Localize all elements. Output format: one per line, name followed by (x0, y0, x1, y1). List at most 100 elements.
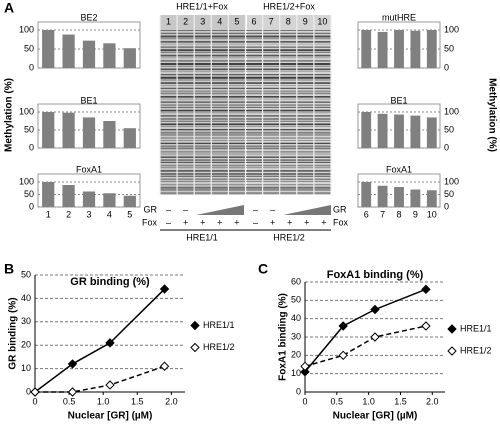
row-label: Fox (333, 217, 349, 227)
x-tick-label: 1 (46, 209, 51, 219)
row-label: GR (333, 204, 347, 214)
x-axis-label: Nuclear [GR] (µM) (333, 411, 418, 422)
lane-number: 5 (234, 16, 239, 26)
chart-title: BE1 (390, 95, 407, 105)
data-point (67, 359, 78, 369)
data-point (105, 380, 115, 390)
fox-mark: + (270, 217, 275, 227)
y-tick-label: 60 (291, 276, 301, 286)
bar (42, 112, 55, 148)
x-tick-label: 10 (427, 209, 437, 219)
bar (410, 115, 421, 148)
bar (377, 185, 388, 207)
bar (426, 30, 437, 68)
fox-mark: + (217, 217, 222, 227)
y-tick-label: 50 (24, 43, 34, 53)
chart-title: FoxA1 binding (%) (327, 269, 424, 281)
y-tick-label: 50 (24, 124, 34, 134)
gr-mark: – (270, 204, 275, 214)
panel-label: B (4, 261, 14, 277)
y-tick-label: 30 (21, 316, 31, 326)
x-tick-label: 3 (86, 209, 91, 219)
data-point (421, 321, 431, 331)
y-tick-label: 50 (444, 124, 454, 134)
bar (394, 114, 404, 148)
x-tick-label: 0.5 (331, 396, 344, 406)
lane-number: 7 (269, 16, 274, 26)
y-tick-label: 40 (291, 313, 301, 323)
bar (426, 190, 437, 207)
y-tick-label: 100 (19, 106, 34, 116)
gr-mark: – (183, 204, 188, 214)
fox-mark: + (200, 217, 205, 227)
x-tick-label: 1.0 (362, 396, 375, 406)
data-point (105, 338, 115, 348)
lane-number: 4 (217, 16, 222, 26)
chart-title: FoxA1 (386, 164, 412, 174)
bar (42, 182, 55, 207)
data-point (159, 361, 170, 371)
bar (62, 185, 75, 207)
lane-number: 3 (200, 16, 205, 26)
data-point (30, 387, 40, 397)
y-tick-label: 0 (444, 201, 449, 211)
gel-header: HRE1/1+Fox (176, 1, 228, 11)
y-tick-label: 50 (444, 189, 454, 199)
bar (103, 43, 116, 68)
y-tick-label: 0 (444, 62, 449, 72)
x-tick-label: 1.5 (394, 396, 407, 406)
y-tick-label: 40 (21, 293, 31, 303)
x-tick-label: 6 (364, 209, 369, 219)
x-tick-label: 8 (396, 209, 401, 219)
y-tick-label: 50 (291, 295, 301, 305)
y-tick-label: 0 (29, 201, 34, 211)
data-point (300, 367, 310, 377)
bar (410, 30, 421, 68)
y-tick-label: 30 (291, 331, 301, 341)
x-tick-label: 2 (66, 209, 71, 219)
gr-mark: – (253, 204, 258, 214)
panel-label: A (4, 0, 14, 16)
lane-number: 6 (251, 16, 256, 26)
x-tick-label: 0.5 (63, 396, 76, 406)
x-tick-label: 2.0 (165, 396, 178, 406)
series-line (34, 288, 166, 393)
legend-marker (447, 346, 457, 356)
lane-number: 2 (183, 16, 188, 26)
data-point (159, 284, 170, 294)
bar (426, 117, 437, 148)
data-point (338, 321, 348, 331)
chart-title: mutHRE (382, 12, 416, 22)
lane-number: 10 (317, 16, 327, 26)
data-point (370, 332, 380, 342)
y-tick-label: 100 (19, 24, 34, 34)
y-tick-label: 100 (444, 176, 459, 186)
gel-bands (159, 15, 332, 195)
construct-label: HRE1/2 (273, 232, 305, 242)
fox-mark: – (166, 217, 171, 227)
bar (82, 40, 96, 68)
lane-number: 9 (303, 16, 308, 26)
bar (410, 189, 421, 207)
data-point (67, 387, 78, 397)
data-point (300, 361, 310, 372)
y-tick-label: 0 (29, 142, 34, 152)
data-point (370, 304, 380, 315)
data-point (338, 350, 348, 361)
fox-mark: + (183, 217, 188, 227)
bar (394, 30, 404, 68)
legend-label: HRE1/1 (203, 320, 235, 330)
y-axis-label: GR binding (%) (8, 297, 19, 369)
series-line (304, 325, 427, 368)
chart-title: FoxA1 (76, 164, 102, 174)
bar (82, 117, 96, 148)
y-tick-label: 50 (444, 43, 454, 53)
series-line (304, 288, 427, 373)
gr-ramp (196, 205, 244, 215)
bar (377, 113, 388, 148)
y-axis-label: Methylation (%) (4, 78, 15, 152)
bar (62, 112, 75, 148)
gel-header: HRE1/2+Fox (263, 1, 315, 11)
